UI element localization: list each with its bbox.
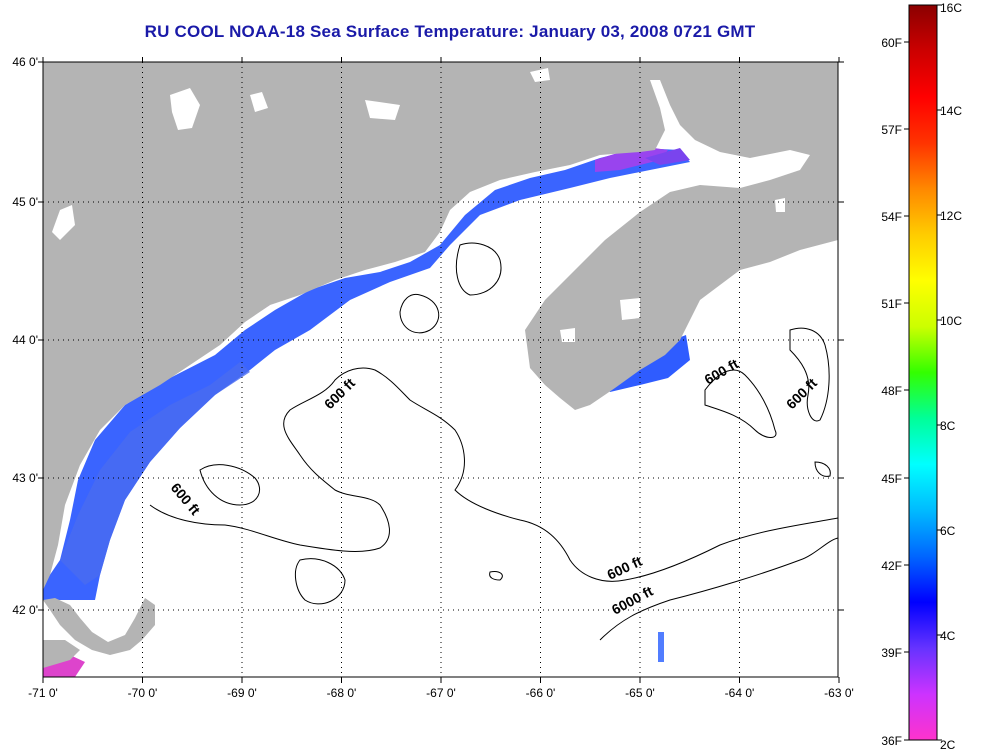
celsius-scale: 16C 14C 12C 10C 8C 6C 4C 2C — [937, 1, 962, 752]
colorbar-f-label: 57F — [881, 123, 902, 137]
colorbar-f-label: 51F — [881, 297, 902, 311]
contour-6000ft — [599, 537, 838, 641]
colorbar-c-label: 16C — [940, 1, 962, 15]
longitude-axis: -71 0' -70 0' -69 0' -68 0' -67 0' -66 0' -65 … — [28, 57, 854, 700]
colorbar-c-label: 2C — [940, 738, 956, 752]
bathymetry-contours — [149, 242, 838, 641]
map-title: RU COOL NOAA-18 Sea Surface Temperature:… — [144, 22, 756, 41]
colorbar-c-label: 12C — [940, 209, 962, 223]
lat-tick-label: 44 0' — [12, 333, 38, 347]
lon-tick-label: -65 0' — [625, 686, 655, 700]
lat-tick-label: 46 0' — [12, 55, 38, 69]
colorbar-c-label: 6C — [940, 524, 956, 538]
lon-tick-label: -70 0' — [128, 686, 158, 700]
lat-tick-label: 43 0' — [12, 471, 38, 485]
lon-tick-label: -63 0' — [824, 686, 854, 700]
lon-tick-label: -68 0' — [327, 686, 357, 700]
colorbar-f-label: 60F — [881, 36, 902, 50]
colorbar-f-label: 39F — [881, 646, 902, 660]
colorbar-f-label: 42F — [881, 559, 902, 573]
lon-tick-label: -69 0' — [227, 686, 257, 700]
map-area: 600 ft 600 ft 600 ft 600 ft 600 ft 6000 … — [43, 62, 838, 677]
land — [43, 62, 838, 668]
contour-600ft-gulf — [149, 367, 838, 582]
fahrenheit-scale: 60F 57F 54F 51F 48F 45F 42F 39F 36F — [881, 36, 909, 748]
colorbar-f-label: 45F — [881, 472, 902, 486]
colorbar-f-label: 36F — [881, 734, 902, 748]
lon-tick-label: -64 0' — [725, 686, 755, 700]
colorbar-c-label: 10C — [940, 314, 962, 328]
colorbar-bar — [908, 4, 938, 741]
lon-tick-label: -66 0' — [526, 686, 556, 700]
lon-tick-label: -71 0' — [28, 686, 58, 700]
lon-tick-label: -67 0' — [426, 686, 456, 700]
latitude-axis: 46 0' 45 0' 44 0' 43 0' 42 0' — [12, 55, 844, 617]
colorbar: 60F 57F 54F 51F 48F 45F 42F 39F 36F 16C 14C 12C 10C… — [881, 1, 962, 752]
lat-tick-label: 45 0' — [12, 195, 38, 209]
colorbar-f-label: 54F — [881, 210, 902, 224]
colorbar-c-label: 8C — [940, 419, 956, 433]
coastline-land — [43, 62, 838, 590]
colorbar-c-label: 4C — [940, 629, 956, 643]
lat-tick-label: 42 0' — [12, 603, 38, 617]
cape-cod — [43, 598, 155, 655]
colorbar-c-label: 14C — [940, 104, 962, 118]
colorbar-f-label: 48F — [881, 384, 902, 398]
